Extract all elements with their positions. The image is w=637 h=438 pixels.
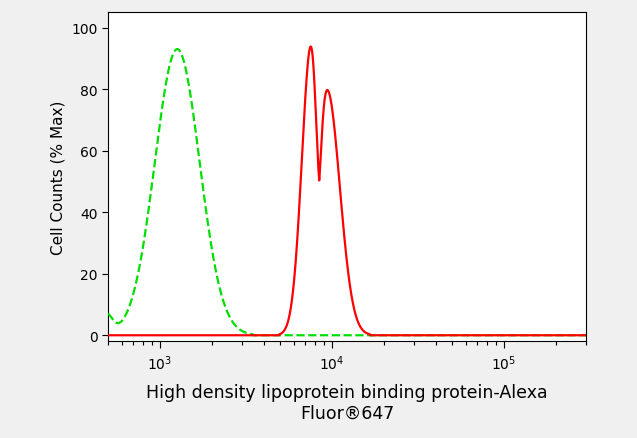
X-axis label: High density lipoprotein binding protein-Alexa
Fluor®647: High density lipoprotein binding protein…: [147, 383, 548, 422]
Y-axis label: Cell Counts (% Max): Cell Counts (% Max): [51, 100, 66, 254]
